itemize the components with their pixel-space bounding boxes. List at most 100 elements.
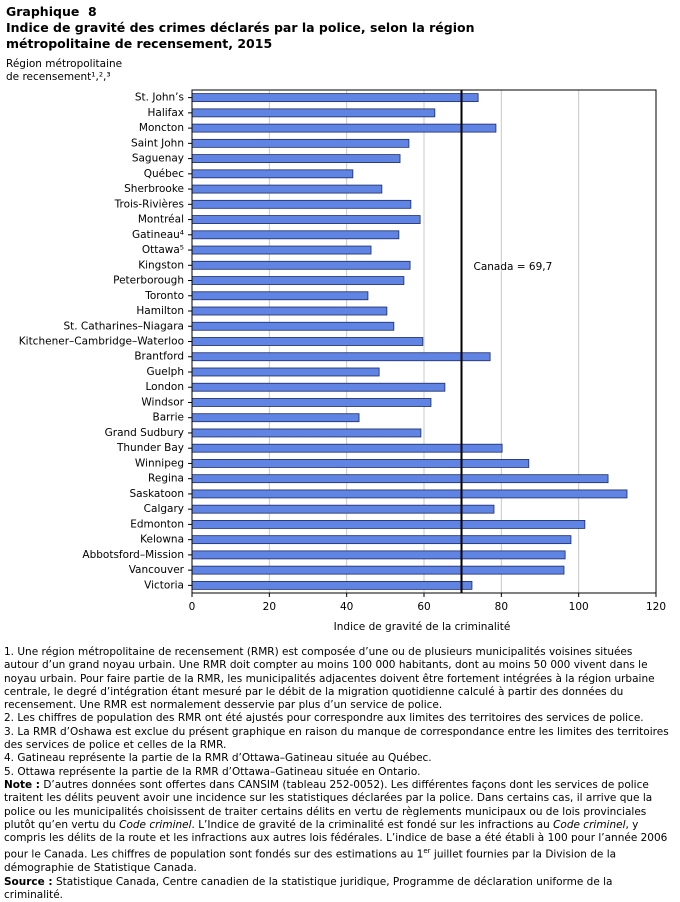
y-tick-label: Abbotsford–Mission	[82, 549, 184, 561]
y-tick-label: Calgary	[144, 503, 184, 515]
y-tick-label: Windsor	[141, 396, 184, 408]
y-tick-label: Toronto	[144, 290, 184, 302]
bar	[191, 337, 424, 346]
y-tick-label: Regina	[148, 473, 184, 485]
chart: 0 20 40 60 80 100 120 St. John’s Halifax Moncton S…	[19, 89, 666, 633]
note-text: D’autres données sont offertes dans CANS…	[4, 778, 653, 831]
x-tick-label: 0	[189, 601, 196, 613]
bar	[191, 367, 380, 377]
y-tick-label: Kelowna	[140, 534, 184, 546]
bar	[191, 245, 372, 255]
source-label: Source :	[4, 875, 53, 888]
note-text: juillet fournies par la Division de la d…	[4, 848, 617, 875]
footnote: 2. Les chiffres de population des RMR on…	[4, 712, 644, 725]
y-axis-title: Région métropolitaine de recensement¹,²,…	[6, 58, 123, 83]
bar	[191, 398, 432, 407]
bar	[191, 520, 586, 529]
note-text: Code criminel	[553, 818, 626, 831]
x-axis-title: Indice de gravité de la criminalité	[334, 621, 511, 633]
y-tick-label: Winnipeg	[135, 457, 184, 469]
y-tick-label: Barrie	[153, 412, 184, 424]
note-text: er	[423, 847, 431, 856]
source: Source : Statistique Canada, Centre cana…	[4, 876, 670, 902]
footnote: 3. La RMR d’Oshawa est exclue du présent…	[4, 725, 669, 752]
bar	[191, 199, 412, 209]
bar	[191, 352, 491, 362]
bar	[191, 443, 503, 453]
plot-frame	[191, 89, 657, 594]
bar	[191, 138, 410, 148]
y-tick-label: Peterborough	[113, 275, 184, 287]
y-tick-label: Kitchener–Cambridge–Waterloo	[19, 336, 184, 348]
y-tick-label: St. John’s	[135, 92, 184, 104]
bar	[191, 504, 495, 514]
y-tick-label: Gatineau⁴	[132, 229, 184, 241]
y-tick-label: Halifax	[147, 107, 184, 119]
y-tick-label: Brantford	[134, 351, 184, 363]
x-tick-label: 20	[263, 601, 276, 613]
bar	[191, 260, 411, 270]
bar	[191, 154, 401, 163]
bar	[191, 489, 628, 499]
notes: 1. Une région métropolitaine de recensem…	[4, 646, 670, 902]
bar	[191, 184, 383, 194]
y-tick-label: Montréal	[138, 214, 184, 226]
y-tick-label: Thunder Bay	[116, 442, 184, 454]
y-tick-label: Saguenay	[132, 153, 184, 165]
note-text: , y compris les délits de la route et le…	[4, 818, 668, 861]
x-tick-label: 80	[495, 601, 508, 613]
y-tick-label: Trois-Rivières	[114, 198, 184, 210]
source-text: Statistique Canada, Centre canadien de l…	[4, 875, 613, 901]
y-tick-label: Ottawa⁵	[142, 244, 184, 256]
bar	[191, 550, 566, 560]
bar	[191, 428, 422, 438]
y-tick-label: Hamilton	[136, 305, 184, 317]
note-text: . L’Indice de gravité de la criminalité …	[191, 818, 554, 831]
x-tick-label: 60	[417, 601, 430, 613]
footnote: 5. Ottawa représente la partie de la RMR…	[4, 765, 421, 778]
bar	[191, 108, 436, 118]
bar	[191, 93, 479, 103]
bar	[191, 306, 388, 316]
y-tick-label: St. Catharines–Niagara	[63, 320, 184, 332]
note-text: Code criminel	[119, 818, 192, 831]
bar	[191, 459, 530, 468]
footnote: 4. Gatineau représente la partie de la R…	[4, 752, 432, 765]
bar	[191, 580, 473, 590]
x-tick-label: 120	[646, 601, 666, 613]
x-tick-label: 40	[340, 601, 353, 613]
y-tick-label: Victoria	[144, 579, 184, 591]
bar	[191, 382, 446, 392]
title-block: Graphique 8 Indice de gravité des crimes…	[6, 4, 526, 52]
note-label: Note :	[4, 778, 40, 791]
footnote: 1. Une région métropolitaine de recensem…	[4, 646, 655, 712]
y-tick-label: Saint John	[131, 137, 184, 149]
bar	[191, 291, 369, 301]
bar	[191, 276, 405, 285]
chart-supertitle: Graphique 8	[6, 4, 97, 19]
y-tick-label: Edmonton	[130, 518, 184, 530]
x-tick-label: 100	[569, 601, 589, 613]
bar	[191, 474, 609, 484]
y-tick-label: Grand Sudbury	[105, 427, 184, 439]
bar	[191, 565, 565, 575]
y-tick-label: Sherbrooke	[124, 183, 184, 195]
bar	[191, 169, 354, 179]
y-tick-label: Guelph	[147, 366, 185, 378]
y-tick-label: Québec	[144, 168, 185, 180]
y-tick-label: Kingston	[138, 259, 184, 271]
y-tick-label: Moncton	[139, 122, 184, 134]
bar	[191, 215, 421, 224]
bar	[191, 321, 395, 331]
bar	[191, 230, 400, 240]
y-tick-label: London	[146, 381, 185, 393]
bar	[191, 413, 360, 423]
chart-title: Indice de gravité des crimes déclarés pa…	[6, 20, 475, 51]
bar	[191, 123, 497, 133]
y-tick-label: Saskatoon	[129, 488, 184, 500]
bar	[191, 535, 572, 545]
note: Note : D’autres données sont offertes da…	[4, 779, 670, 876]
y-tick-label: Vancouver	[129, 564, 185, 576]
reference-label: Canada = 69,7	[474, 261, 553, 273]
